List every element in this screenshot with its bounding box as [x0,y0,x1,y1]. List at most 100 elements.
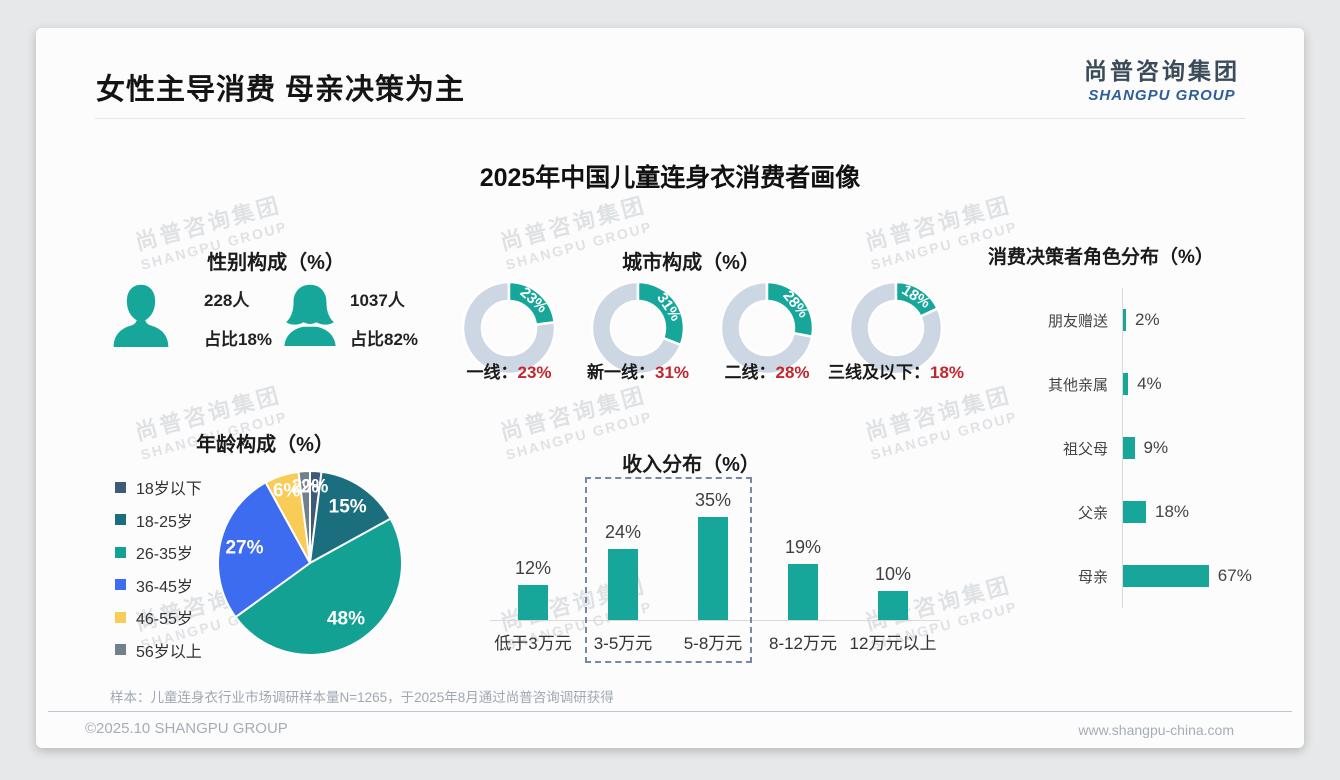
income-column: 35% [668,483,758,620]
legend-label: 18岁以下 [136,481,202,499]
city-donut: 31% 新一线：31% [587,280,689,382]
income-value: 10% [874,564,912,584]
legend-item: 18岁以下 [115,471,202,504]
age-pie-chart: 2%15%48%27%6%2% [217,470,403,657]
donut-svg: 23% [461,280,557,376]
legend-label: 56岁以上 [136,643,202,661]
legend-swatch [115,514,126,526]
legend-swatch [115,579,126,591]
age-legend: 18岁以下 18-25岁 26-35岁 36-45岁 46-55岁 56岁以上 [115,471,202,666]
decision-category: 其他亲属 [1047,376,1108,394]
pie-value-label: 48% [327,609,365,630]
legend-label: 18-25岁 [136,513,193,531]
donut-label: 二线：28% [724,363,810,382]
pie-slice [297,470,311,564]
decision-row: 朋友赠送 2% [988,288,1304,352]
donut-rest-segment [848,280,944,376]
income-category: 低于3万元 [494,634,572,653]
donut-svg: 28% [719,280,815,376]
decision-bar-chart: 朋友赠送 2% 其他亲属 4% 祖父母 9% 父亲 18% 母亲 67% [988,280,1304,608]
decision-value: 4% [1137,374,1162,393]
income-category: 3-5万元 [593,634,653,653]
legend-label: 26-35岁 [136,546,193,564]
pie-value-label: 27% [225,537,263,558]
city-donut-row: 23% 一线：23% 31% 新一线：31% 28% 二线：28% 18% 三线及以下：18% [461,280,964,382]
decision-row: 母亲 67% [988,544,1304,608]
decision-value: 2% [1135,310,1160,329]
decision-bar [1123,437,1135,459]
city-section-title: 城市构成（%） [622,252,760,274]
donut-value-segment [894,280,939,318]
female-icon [284,284,336,346]
pie-slice [234,517,403,657]
decision-value: 67% [1217,566,1252,585]
pie-value-label: 6% [273,480,301,501]
income-value: 12% [514,558,552,578]
donut-rest-segment [590,280,683,376]
decision-rows: 朋友赠送 2% 其他亲属 4% 祖父母 9% 父亲 18% 母亲 67% [988,288,1304,608]
income-bar [608,549,638,620]
logo-english-text: SHANGPU GROUP [1088,87,1236,104]
decision-category: 父亲 [1077,504,1108,522]
decision-row: 父亲 18% [988,480,1304,544]
female-share: 占比82% [350,330,419,349]
decision-section-title: 消费决策者角色分布（%） [988,247,1214,268]
donut-svg: 18% [848,280,944,376]
page-title: 女性主导消费 母亲决策为主 [96,74,466,106]
income-column: 24% [578,483,668,620]
donut-label: 三线及以下：18% [827,363,965,382]
legend-swatch [115,644,126,656]
company-logo: 尚普咨询集团 SHANGPU GROUP [1084,52,1240,104]
income-column: 12% [488,483,578,620]
decision-value: 9% [1143,438,1169,457]
decision-category: 朋友赠送 [1047,312,1108,330]
decision-bar-area: 67% [1122,544,1304,608]
legend-item: 56岁以上 [115,634,202,667]
income-bar [878,591,908,620]
title-divider [95,118,1245,119]
logo-chinese-text: 尚普咨询集团 [1084,58,1240,84]
pie-value-label: 15% [329,497,367,518]
income-bar [518,585,548,620]
decision-bar [1123,373,1129,395]
highlight-dashed-box [585,477,752,663]
decision-bar [1123,309,1126,331]
donut-value-segment [507,280,556,326]
donut-value-segment [765,280,815,338]
donut-rest-segment [461,280,557,376]
income-bar-chart: 12% 低于3万元 24% 3-5万元 35% 5-8万元 19% 8-12万元 10% 12万元… [466,477,946,693]
income-value: 35% [694,490,732,510]
pie-value-label: 2% [301,477,329,498]
legend-item: 26-35岁 [115,536,202,569]
city-donut: 18% 三线及以下：18% [828,280,964,382]
decision-category: 母亲 [1077,568,1108,586]
income-category: 8-12万元 [768,634,838,653]
website-text: www.shangpu-china.com [1078,722,1234,738]
donut-rest-segment [719,280,814,376]
pie-slice [309,470,392,564]
decision-category: 祖父母 [1062,440,1108,458]
decision-bar [1123,565,1209,587]
income-value: 19% [784,537,822,557]
income-axis-line [490,620,940,621]
income-column: 19% [758,483,848,620]
income-category: 12万元以上 [849,634,937,653]
income-bar [698,517,728,620]
copyright-text: ©2025.10 SHANGPU GROUP [85,720,288,737]
pie-value-label: 2% [292,477,320,498]
decision-row: 祖父母 9% [988,416,1304,480]
decision-row: 其他亲属 4% [988,352,1304,416]
legend-swatch [115,546,126,558]
male-icon [113,284,169,347]
female-stats: 1037人 占比82% [350,286,418,350]
city-donut: 28% 二线：28% [719,280,815,382]
male-stats: 228人 占比18% [204,286,272,350]
legend-item: 46-55岁 [115,601,202,634]
donut-svg: 31% [590,280,686,376]
income-section-title: 收入分布（%） [622,454,760,476]
infographic-title: 2025年中国儿童连身衣消费者画像 [479,164,861,192]
income-column: 10% [848,483,938,620]
sample-note: 样本：儿童连身衣行业市场调研样本量N=1265，于2025年8月通过尚普咨询调研… [110,690,614,705]
legend-swatch [115,611,126,623]
